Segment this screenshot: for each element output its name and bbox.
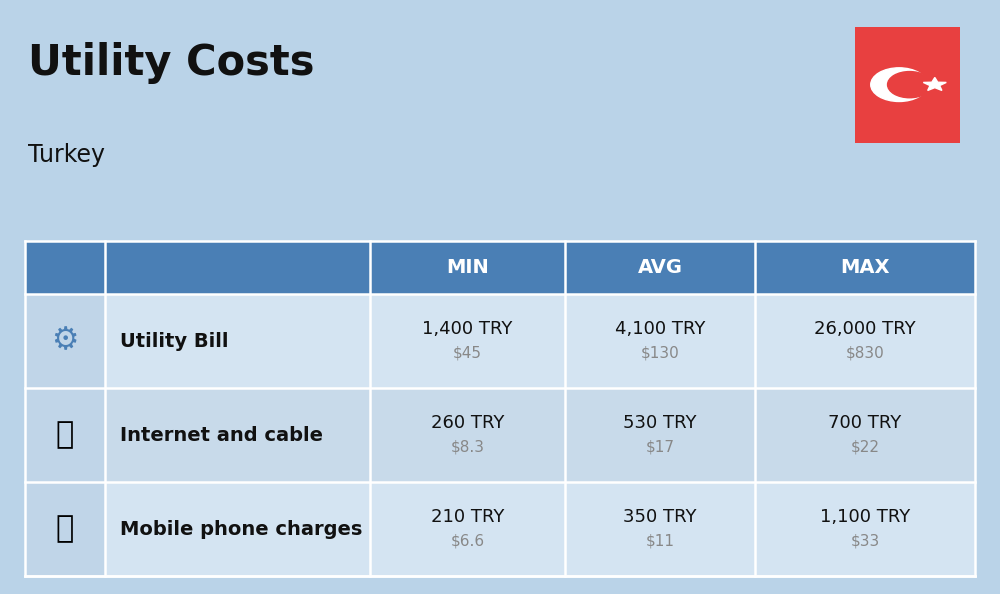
Text: 1,400 TRY: 1,400 TRY	[422, 320, 513, 338]
Text: 4,100 TRY: 4,100 TRY	[615, 320, 705, 338]
Text: Utility Costs: Utility Costs	[28, 42, 314, 84]
Text: 260 TRY: 260 TRY	[431, 414, 504, 432]
FancyBboxPatch shape	[25, 482, 975, 576]
FancyBboxPatch shape	[25, 294, 975, 388]
Text: AVG: AVG	[637, 258, 682, 277]
Text: $8.3: $8.3	[450, 440, 484, 455]
FancyBboxPatch shape	[25, 388, 975, 482]
Text: $45: $45	[453, 346, 482, 361]
Text: 📶: 📶	[56, 421, 74, 450]
FancyBboxPatch shape	[855, 27, 960, 143]
FancyBboxPatch shape	[25, 294, 105, 388]
Text: Turkey: Turkey	[28, 143, 105, 166]
Text: $33: $33	[850, 534, 880, 549]
Text: $830: $830	[846, 346, 884, 361]
Text: Internet and cable: Internet and cable	[120, 426, 323, 444]
Text: 1,100 TRY: 1,100 TRY	[820, 508, 910, 526]
Text: $17: $17	[645, 440, 674, 455]
Text: MIN: MIN	[446, 258, 489, 277]
FancyBboxPatch shape	[25, 388, 105, 482]
Text: 210 TRY: 210 TRY	[431, 508, 504, 526]
FancyBboxPatch shape	[25, 241, 975, 294]
Polygon shape	[923, 77, 946, 90]
Text: $6.6: $6.6	[450, 534, 485, 549]
Text: ⚙: ⚙	[51, 327, 79, 356]
Text: MAX: MAX	[840, 258, 890, 277]
Text: 📱: 📱	[56, 514, 74, 544]
FancyBboxPatch shape	[25, 241, 370, 294]
Text: 530 TRY: 530 TRY	[623, 414, 697, 432]
Text: Utility Bill: Utility Bill	[120, 331, 228, 350]
Text: 26,000 TRY: 26,000 TRY	[814, 320, 916, 338]
Text: $130: $130	[641, 346, 679, 361]
FancyBboxPatch shape	[25, 482, 105, 576]
Text: Mobile phone charges: Mobile phone charges	[120, 520, 362, 539]
Text: 700 TRY: 700 TRY	[828, 414, 902, 432]
Text: 350 TRY: 350 TRY	[623, 508, 697, 526]
Text: $11: $11	[645, 534, 674, 549]
Text: $22: $22	[850, 440, 880, 455]
Circle shape	[871, 68, 927, 102]
Circle shape	[888, 71, 932, 98]
